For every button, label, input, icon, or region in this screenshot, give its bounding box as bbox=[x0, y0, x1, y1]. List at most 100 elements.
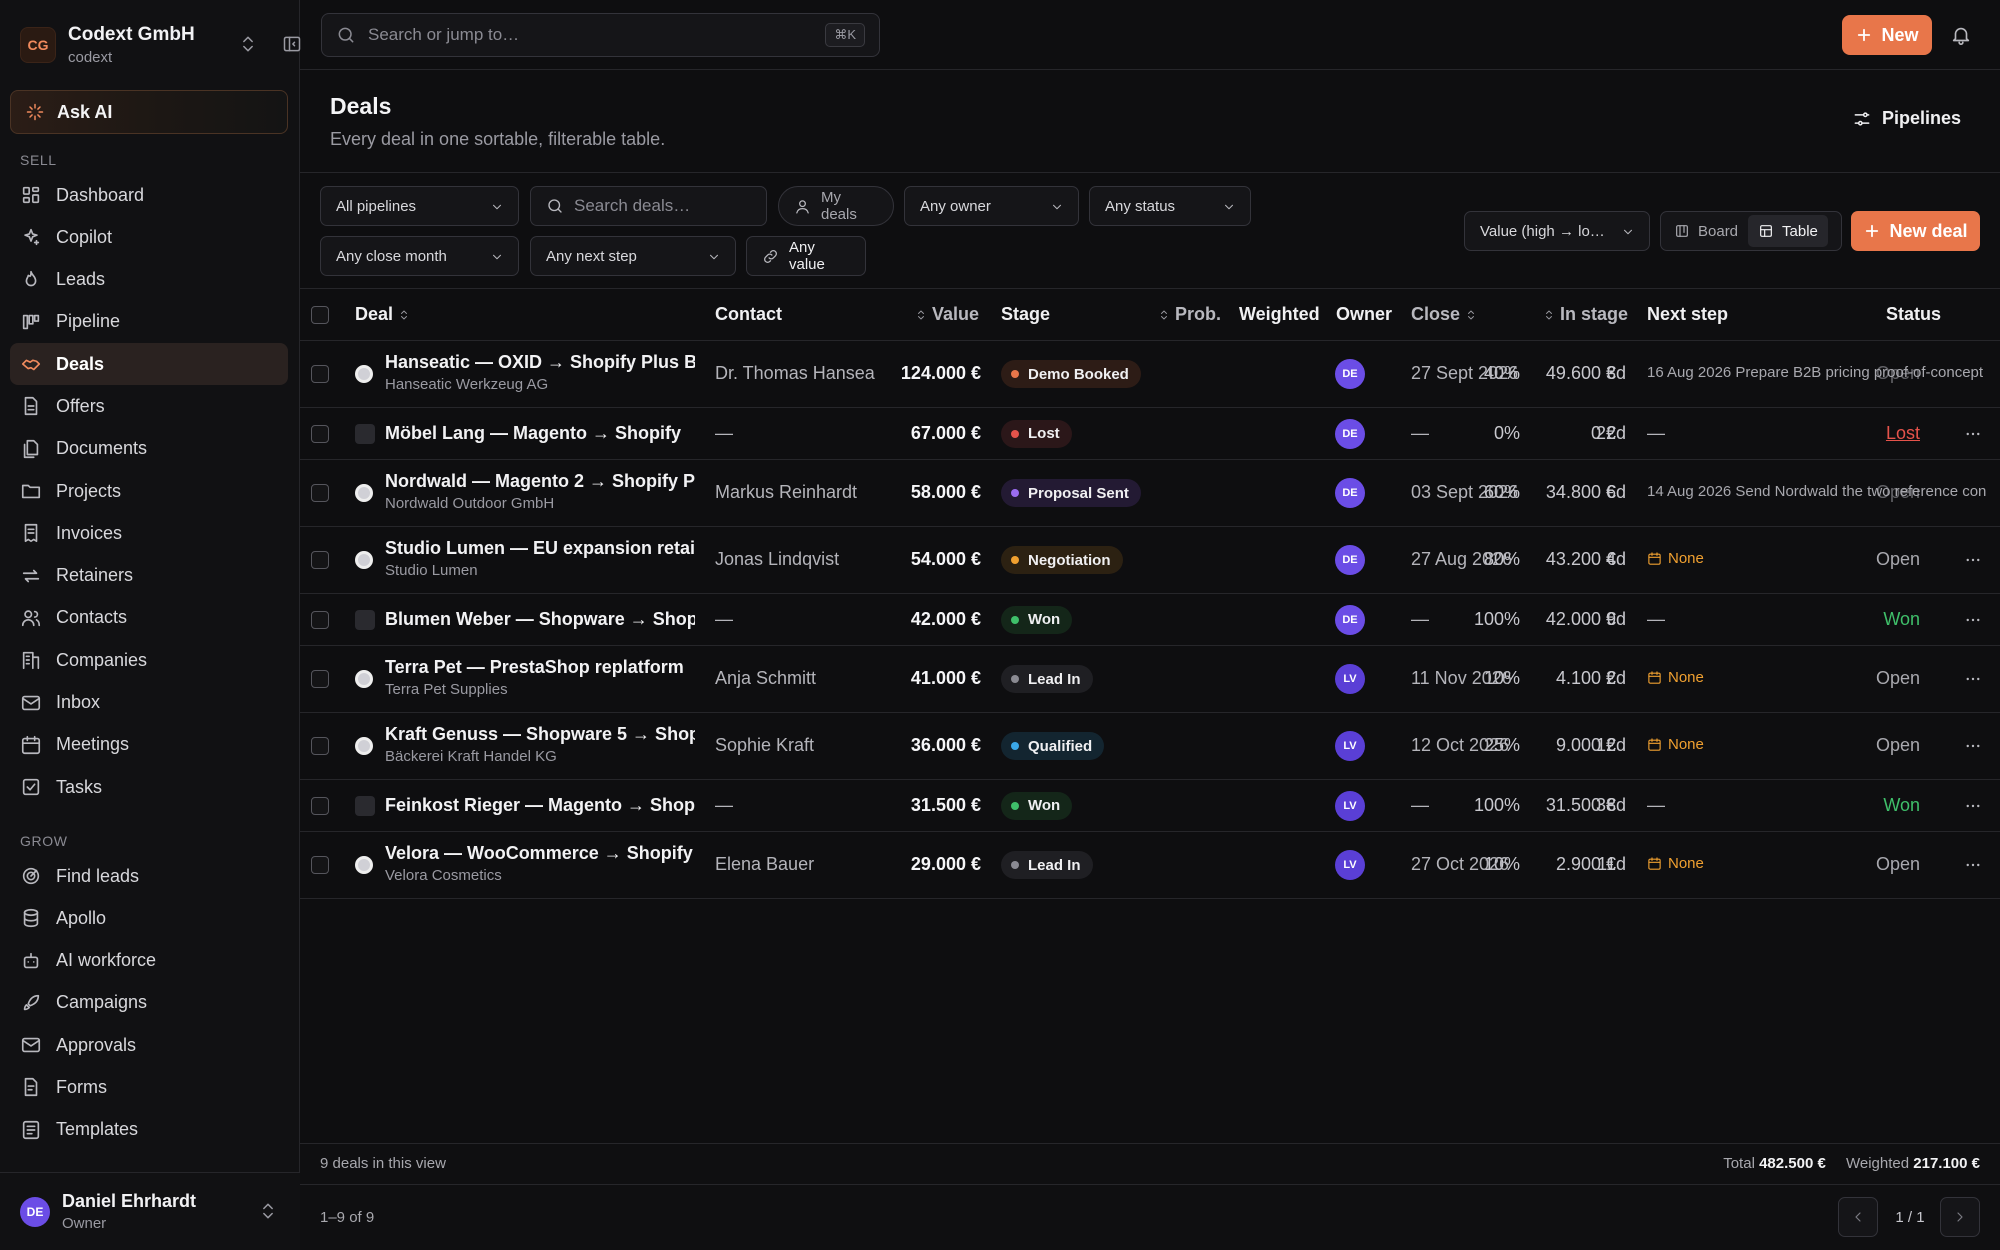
column-header-next-step[interactable]: Next step bbox=[1647, 304, 1728, 325]
workspace-switcher[interactable]: CG Codext GmbH codext bbox=[20, 22, 301, 68]
contact-cell[interactable]: Jonas Lindqvist bbox=[715, 549, 840, 569]
row-checkbox[interactable] bbox=[311, 856, 329, 874]
stage-badge[interactable]: Lead In bbox=[1001, 665, 1093, 693]
sidebar-item-documents[interactable]: Documents bbox=[10, 428, 288, 470]
sidebar-item-apollo[interactable]: Apollo bbox=[10, 897, 288, 939]
row-checkbox[interactable] bbox=[311, 424, 329, 443]
more-options-icon[interactable] bbox=[1964, 670, 1982, 688]
row-checkbox[interactable] bbox=[311, 737, 329, 755]
sidebar-item-leads[interactable]: Leads bbox=[10, 259, 288, 301]
deal-cell[interactable]: Nordwald — Magento 2 → Shopify P… Nordwal… bbox=[385, 471, 695, 512]
owner-avatar[interactable]: LV bbox=[1335, 731, 1365, 761]
next-page-button[interactable] bbox=[1940, 1197, 1980, 1237]
column-header-contact[interactable]: Contact bbox=[715, 304, 782, 325]
table-row[interactable]: Nordwald — Magento 2 → Shopify P… Nordwal… bbox=[300, 460, 2000, 526]
next-step-cell[interactable]: None bbox=[1647, 855, 1847, 872]
status-cell[interactable]: Lost bbox=[1885, 422, 1920, 443]
stage-badge[interactable]: Won bbox=[1001, 605, 1073, 634]
column-header-prob[interactable]: Prob. bbox=[1153, 304, 1221, 325]
next-step-cell[interactable]: None bbox=[1647, 736, 1847, 753]
table-row[interactable]: Feinkost Rieger — Magento → Shopi… — 31.50… bbox=[300, 780, 2000, 831]
sidebar-item-deals[interactable]: Deals bbox=[10, 343, 288, 386]
column-header-owner[interactable]: Owner bbox=[1336, 304, 1392, 325]
deal-cell[interactable]: Möbel Lang — Magento → Shopify bbox=[385, 423, 695, 444]
more-options-icon[interactable] bbox=[1964, 797, 1982, 815]
stage-badge[interactable]: Demo Booked bbox=[1001, 360, 1141, 388]
deal-cell[interactable]: Hanseatic — OXID → Shopify Plus B… Hansea… bbox=[385, 352, 695, 393]
next-step-cell[interactable]: — bbox=[1647, 422, 1665, 443]
deal-cell[interactable]: Terra Pet — PrestaShop replatform Terra P… bbox=[385, 657, 695, 698]
close-month-filter-select[interactable]: Any close month bbox=[320, 236, 519, 276]
my-deals-toggle[interactable]: My deals bbox=[778, 186, 894, 226]
column-header-value[interactable]: Value bbox=[910, 304, 979, 325]
owner-filter-select[interactable]: Any owner bbox=[904, 186, 1079, 226]
select-all-checkbox[interactable] bbox=[311, 306, 329, 324]
new-button[interactable]: New bbox=[1842, 15, 1932, 55]
next-step-cell[interactable]: 16 Aug 2026 Prepare B2B pricing proof-of… bbox=[1647, 364, 1984, 381]
view-board-tab[interactable]: Board bbox=[1664, 215, 1748, 247]
owner-avatar[interactable]: DE bbox=[1335, 478, 1365, 508]
owner-avatar[interactable]: DE bbox=[1335, 359, 1365, 389]
column-header-status[interactable]: Status bbox=[1886, 304, 1941, 325]
stage-badge[interactable]: Proposal Sent bbox=[1001, 479, 1141, 507]
row-checkbox[interactable] bbox=[311, 610, 329, 629]
owner-avatar[interactable]: LV bbox=[1335, 790, 1365, 821]
sidebar-item-campaigns[interactable]: Campaigns bbox=[10, 982, 288, 1024]
sidebar-item-dashboard[interactable]: Dashboard bbox=[10, 174, 288, 216]
sidebar-item-forms[interactable]: Forms bbox=[10, 1066, 288, 1108]
sidebar-item-contacts[interactable]: Contacts bbox=[10, 597, 288, 639]
deal-cell[interactable]: Studio Lumen — EU expansion retain… Studi… bbox=[385, 538, 695, 579]
status-filter-select[interactable]: Any status bbox=[1089, 186, 1251, 226]
contact-cell[interactable]: — bbox=[715, 794, 733, 815]
more-options-icon[interactable] bbox=[1964, 551, 1982, 569]
next-step-cell[interactable]: 14 Aug 2026 Send Nordwald the two refere… bbox=[1647, 483, 1987, 500]
table-row[interactable]: Velora — WooCommerce → Shopify Velora Cos… bbox=[300, 832, 2000, 898]
sidebar-item-tasks[interactable]: Tasks bbox=[10, 766, 288, 808]
deal-cell[interactable]: Velora — WooCommerce → Shopify Velora Cos… bbox=[385, 843, 695, 884]
stage-badge[interactable]: Won bbox=[1001, 791, 1073, 820]
contact-cell[interactable]: Anja Schmitt bbox=[715, 668, 817, 688]
next-step-cell[interactable]: None bbox=[1647, 550, 1847, 567]
deal-cell[interactable]: Feinkost Rieger — Magento → Shopi… bbox=[385, 795, 695, 816]
sidebar-item-copilot[interactable]: Copilot bbox=[10, 216, 288, 258]
stage-badge[interactable]: Lead In bbox=[1001, 851, 1093, 879]
column-header-deal[interactable]: Deal bbox=[355, 304, 415, 325]
bell-icon[interactable] bbox=[1950, 24, 1972, 46]
row-checkbox[interactable] bbox=[311, 796, 329, 815]
row-checkbox[interactable] bbox=[311, 484, 329, 502]
value-filter-button[interactable]: Any value bbox=[746, 236, 866, 276]
next-step-filter-select[interactable]: Any next step bbox=[530, 236, 736, 276]
stage-badge[interactable]: Lost bbox=[1001, 419, 1072, 448]
table-row[interactable]: Kraft Genuss — Shopware 5 → Shop… Bäckere… bbox=[300, 713, 2000, 779]
sort-select[interactable]: Value (high → lo… bbox=[1464, 211, 1650, 251]
contact-cell[interactable]: Sophie Kraft bbox=[715, 735, 815, 755]
sidebar-item-projects[interactable]: Projects bbox=[10, 470, 288, 512]
sidebar-item-find-leads[interactable]: Find leads bbox=[10, 855, 288, 897]
contact-cell[interactable]: Elena Bauer bbox=[715, 854, 815, 874]
deal-cell[interactable]: Blumen Weber — Shopware → Shop… bbox=[385, 609, 695, 630]
row-checkbox[interactable] bbox=[311, 551, 329, 569]
user-menu[interactable]: DE Daniel Ehrhardt Owner bbox=[0, 1172, 300, 1250]
column-header-in-stage[interactable]: In stage bbox=[1538, 304, 1628, 325]
owner-avatar[interactable]: DE bbox=[1335, 545, 1365, 575]
more-options-icon[interactable] bbox=[1964, 425, 1982, 443]
new-deal-button[interactable]: New deal bbox=[1851, 211, 1980, 251]
previous-page-button[interactable] bbox=[1838, 1197, 1878, 1237]
sidebar-item-meetings[interactable]: Meetings bbox=[10, 724, 288, 766]
more-options-icon[interactable] bbox=[1964, 856, 1982, 874]
global-search-input[interactable]: Search or jump to… ⌘K bbox=[321, 13, 880, 57]
deal-cell[interactable]: Kraft Genuss — Shopware 5 → Shop… Bäckere… bbox=[385, 724, 695, 765]
view-table-tab[interactable]: Table bbox=[1748, 215, 1828, 247]
more-options-icon[interactable] bbox=[1964, 737, 1982, 755]
column-header-close[interactable]: Close bbox=[1411, 304, 1482, 325]
sidebar-item-pipeline[interactable]: Pipeline bbox=[10, 301, 288, 343]
table-row[interactable]: Möbel Lang — Magento → Shopify — 67.000 € L… bbox=[300, 408, 2000, 459]
row-checkbox[interactable] bbox=[311, 365, 329, 383]
column-header-stage[interactable]: Stage bbox=[1001, 304, 1050, 325]
pipeline-filter-select[interactable]: All pipelines bbox=[320, 186, 519, 226]
row-checkbox[interactable] bbox=[311, 670, 329, 688]
owner-avatar[interactable]: DE bbox=[1335, 418, 1365, 449]
chevrons-up-down-icon[interactable] bbox=[238, 34, 258, 54]
contact-cell[interactable]: Markus Reinhardt bbox=[715, 482, 858, 502]
table-row[interactable]: Hanseatic — OXID → Shopify Plus B… Hansea… bbox=[300, 341, 2000, 407]
